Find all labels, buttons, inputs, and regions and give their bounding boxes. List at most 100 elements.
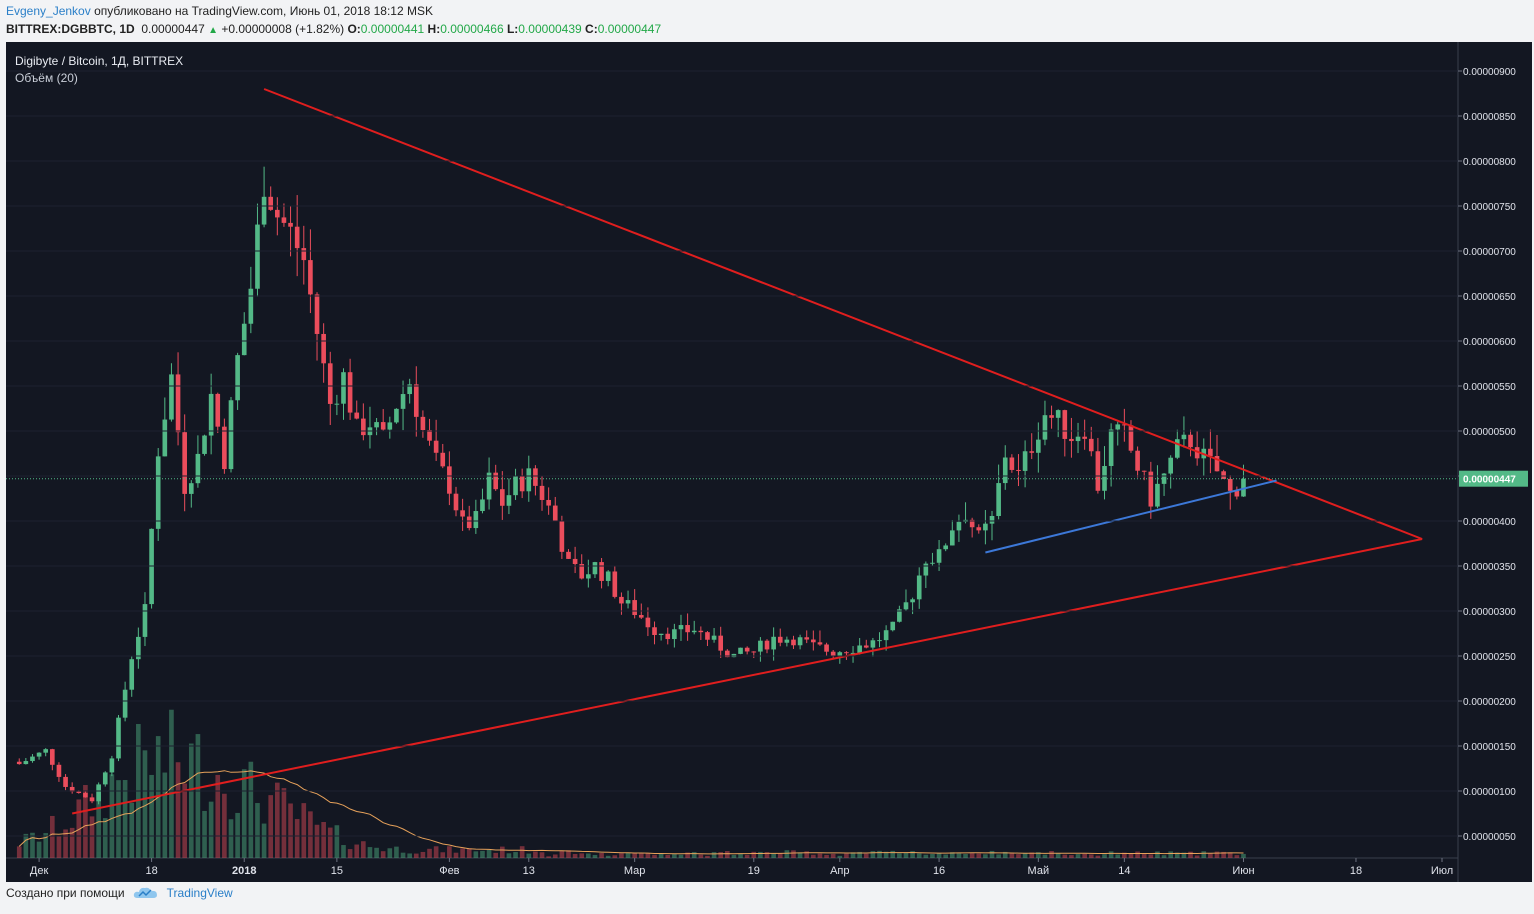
candle-body — [1036, 439, 1041, 453]
candle-body — [1241, 478, 1246, 497]
candle-body — [361, 418, 366, 436]
volume-bar — [930, 854, 935, 858]
volume-bar — [870, 851, 876, 858]
price-tick-label: 0.00000700 — [1463, 247, 1516, 258]
candle-body — [228, 400, 234, 470]
symbol-info: BITTREX:DGBBTC, 1D 0.00000447 ▲ +0.00000… — [6, 22, 661, 36]
upper-trendline — [263, 88, 1423, 540]
volume-bar — [863, 853, 869, 858]
candle-body — [327, 363, 333, 404]
candle-body — [758, 640, 763, 652]
candle-body — [850, 652, 856, 654]
candle-body — [136, 636, 141, 660]
candle-body — [308, 260, 313, 295]
volume-bar — [698, 854, 704, 858]
tradingview-link[interactable]: TradingView — [166, 886, 233, 900]
volume-bar — [321, 821, 326, 858]
volume-bar — [758, 851, 763, 858]
candle-body — [261, 196, 267, 225]
author-link[interactable]: Evgeny_Jenkov — [6, 4, 91, 18]
candle-body — [983, 523, 988, 531]
volume-bar — [559, 850, 565, 858]
candle-body — [949, 530, 955, 546]
candle-body — [30, 756, 35, 762]
candle-body — [1181, 434, 1187, 440]
price-chart[interactable]: 0.00000050 0.00000100 0.00000150 0.00000200… — [6, 42, 1532, 882]
volume-bar — [1082, 853, 1087, 858]
volume-bar — [50, 815, 55, 858]
candle-body — [1042, 415, 1048, 440]
candle-body — [579, 564, 585, 579]
volume-bar — [1049, 851, 1054, 858]
volume-bar — [890, 850, 896, 858]
volume-bar — [1148, 854, 1154, 858]
volume-bar — [1168, 851, 1173, 858]
candle-body — [334, 403, 340, 405]
volume-bar — [1095, 855, 1101, 858]
volume-bar — [116, 780, 121, 858]
volume-bar — [433, 846, 439, 858]
time-tick-label: 2018 — [232, 865, 256, 877]
volume-bar — [281, 788, 287, 858]
candle-body — [797, 637, 803, 646]
candle-body — [1095, 451, 1101, 491]
volume-bar — [731, 854, 737, 858]
volume-bar — [499, 846, 505, 858]
volume-bar — [208, 801, 214, 858]
candle-body — [724, 650, 730, 658]
price-axis[interactable]: 0.00000050 0.00000100 0.00000150 0.00000200… — [6, 67, 1528, 843]
time-tick-label: Май — [1028, 865, 1050, 877]
candle-body — [413, 384, 419, 417]
candle-body — [248, 288, 254, 324]
volume-bar — [1161, 855, 1167, 858]
volume-bar — [460, 848, 465, 858]
volume-bar — [830, 853, 836, 858]
lower-trendline — [71, 538, 1423, 815]
volume-bar — [169, 709, 174, 858]
created-with-text: Создано при помощи — [6, 886, 125, 900]
volume-bar — [268, 795, 274, 858]
volume-bar — [89, 816, 95, 858]
volume-bar — [850, 852, 856, 858]
volume-bar — [109, 774, 115, 858]
price-tick-label: 0.00000400 — [1463, 517, 1516, 528]
chart-container[interactable]: 0.00000050 0.00000100 0.00000150 0.00000200… — [6, 42, 1532, 882]
volume-bar — [566, 850, 571, 858]
candle-body — [1115, 424, 1121, 430]
candle-body — [466, 516, 472, 529]
volume-bar — [255, 803, 260, 858]
candle-body — [169, 374, 174, 420]
volume-bar — [1214, 851, 1220, 858]
volume-bar — [1241, 853, 1246, 858]
candle-body — [387, 422, 393, 430]
volume-bar — [672, 854, 677, 858]
price-tick-label: 0.00000800 — [1463, 157, 1516, 168]
price-tick-label: 0.00000050 — [1463, 832, 1516, 843]
volume-bar — [599, 852, 604, 858]
volume-bar — [341, 845, 346, 858]
candle-body — [142, 604, 148, 637]
volume-bar — [1029, 852, 1035, 858]
volume-bar — [63, 829, 68, 858]
time-tick-label: 16 — [933, 865, 945, 877]
volume-bar — [579, 853, 585, 858]
volume-bar — [1155, 851, 1160, 858]
candle-body — [354, 412, 360, 419]
candle-body — [56, 764, 62, 777]
candle-body — [1049, 415, 1054, 418]
candle-body — [129, 659, 135, 690]
candle-body — [652, 627, 657, 635]
time-axis[interactable]: Дек 18 2018 15 Фев 13 Мар 19 Апр 16 Май 14 Июн 18 Июл — [30, 858, 1453, 877]
close-label: C: — [585, 22, 598, 36]
volume-bar — [413, 853, 419, 858]
volume-bar — [711, 852, 717, 858]
volume-bar — [619, 853, 624, 858]
volume-bar — [294, 819, 300, 858]
candle-body — [473, 511, 479, 529]
volume-bar — [1194, 855, 1200, 858]
candle-body — [268, 196, 274, 210]
candle-body — [533, 468, 538, 486]
candle-body — [175, 374, 181, 433]
candle-body — [738, 647, 743, 654]
volume-bar — [1227, 852, 1233, 858]
